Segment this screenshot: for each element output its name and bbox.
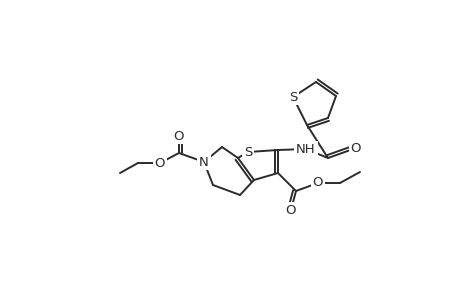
Text: O: O — [174, 130, 184, 142]
Text: O: O — [285, 203, 296, 217]
Text: S: S — [288, 91, 297, 103]
Text: NH: NH — [296, 142, 315, 155]
Text: S: S — [243, 146, 252, 158]
Text: O: O — [350, 142, 360, 154]
Text: N: N — [199, 155, 208, 169]
Text: O: O — [154, 157, 165, 169]
Text: O: O — [312, 176, 323, 190]
